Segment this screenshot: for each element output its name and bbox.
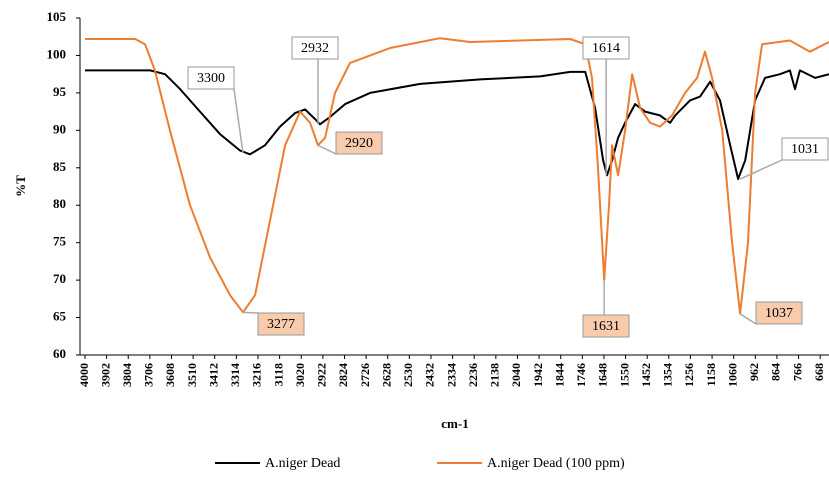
x-tick-label: 2236 [466, 363, 480, 387]
callout-leader [242, 311, 259, 314]
callout-label: 2920 [345, 136, 373, 151]
x-tick-label: 864 [769, 363, 783, 381]
series-line [85, 69, 829, 180]
x-tick-label: 1452 [639, 363, 653, 387]
x-axis-label: cm-1 [441, 416, 468, 431]
x-tick-label: 4000 [77, 363, 91, 387]
y-tick-label: 105 [47, 9, 67, 24]
callout-label: 1631 [592, 319, 620, 334]
callout-label: 1031 [791, 142, 819, 157]
callout-box [582, 36, 630, 60]
x-tick-label: 1158 [704, 363, 718, 386]
y-tick-label: 85 [53, 159, 67, 174]
callout-label: 3300 [197, 71, 225, 86]
x-tick-label: 3902 [98, 363, 112, 387]
x-tick-label: 1746 [574, 363, 588, 387]
y-tick-label: 100 [47, 46, 67, 61]
y-tick-label: 75 [53, 234, 67, 249]
callout-box [582, 314, 630, 338]
x-tick-label: 3412 [206, 363, 220, 387]
y-tick-label: 95 [53, 84, 67, 99]
x-tick-label: 3216 [250, 363, 264, 387]
callout-label: 3277 [267, 317, 295, 332]
x-tick-label: 766 [790, 363, 804, 381]
y-tick-label: 60 [53, 346, 66, 361]
y-tick-label: 80 [53, 196, 66, 211]
x-tick-label: 2334 [444, 363, 458, 387]
callout-label: 1614 [592, 41, 620, 56]
x-tick-label: 1942 [531, 363, 545, 387]
x-tick-label: 962 [747, 363, 761, 381]
y-tick-label: 90 [53, 121, 66, 136]
callout-label: 1037 [765, 306, 793, 321]
y-axis-label: %T [13, 175, 28, 197]
callout-box [781, 137, 829, 161]
y-tick-label: 70 [53, 271, 66, 286]
x-tick-label: 2138 [488, 363, 502, 387]
x-tick-label: 3804 [120, 363, 134, 387]
x-tick-label: 1060 [725, 363, 739, 387]
callout-box [257, 312, 305, 336]
x-tick-label: 3118 [271, 363, 285, 386]
x-tick-label: 3510 [185, 363, 199, 387]
legend-label: A.niger Dead [265, 456, 340, 471]
callout-box [335, 131, 383, 155]
x-tick-label: 3314 [228, 363, 242, 387]
y-tick-label: 65 [53, 309, 67, 324]
callout-leader [739, 159, 783, 180]
x-tick-label: 2432 [423, 363, 437, 387]
x-tick-label: 1648 [596, 363, 610, 387]
callout-box [187, 66, 235, 90]
x-tick-label: 668 [812, 363, 826, 381]
callout-box [291, 36, 339, 60]
x-tick-label: 2040 [509, 363, 523, 387]
x-tick-label: 1550 [617, 363, 631, 387]
x-tick-label: 2628 [379, 363, 393, 387]
callout-label: 2932 [301, 41, 329, 56]
x-tick-label: 1844 [552, 363, 566, 387]
callout-box [755, 301, 803, 325]
x-tick-label: 2530 [401, 363, 415, 387]
callout-leader [233, 88, 244, 153]
x-tick-label: 3608 [163, 363, 177, 387]
x-tick-label: 1354 [661, 363, 675, 387]
x-tick-label: 1256 [682, 363, 696, 387]
x-tick-label: 2824 [336, 363, 350, 387]
callout-leader [317, 144, 337, 155]
x-tick-label: 3020 [293, 363, 307, 387]
x-tick-label: 2922 [315, 363, 329, 387]
x-tick-label: 3706 [142, 363, 156, 387]
legend-label: A.niger Dead (100 ppm) [487, 456, 625, 471]
callout-leader [739, 313, 757, 325]
x-tick-label: 2726 [358, 363, 372, 387]
